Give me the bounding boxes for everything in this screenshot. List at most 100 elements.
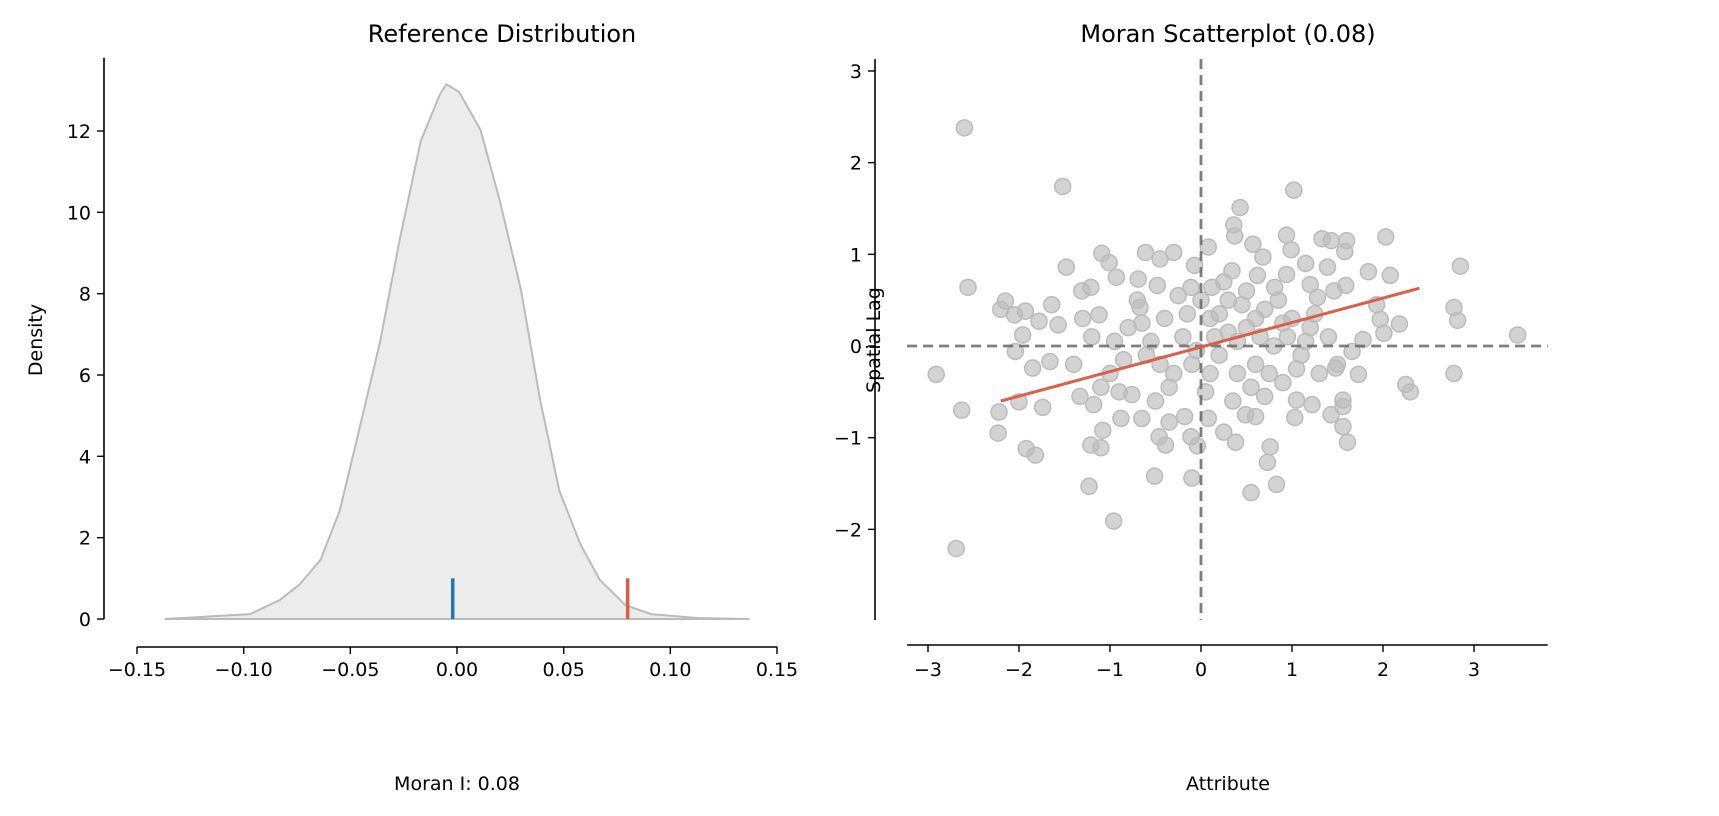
- scatter-point: [1303, 395, 1321, 414]
- left-x-tick-label: −0.15: [108, 659, 166, 681]
- right-x-tick-label: −2: [1005, 659, 1033, 681]
- scatter-point: [1343, 342, 1361, 361]
- scatter-point: [1318, 258, 1337, 276]
- scatter-point: [989, 424, 1007, 442]
- scatter-point: [1210, 346, 1228, 364]
- scatter-point: [1381, 266, 1400, 285]
- scatter-point: [1201, 364, 1219, 383]
- left-y-tick-label: 2: [79, 528, 91, 550]
- scatter-point: [1401, 383, 1420, 401]
- scatter-point: [996, 292, 1015, 310]
- scatter-point: [1160, 378, 1178, 397]
- scatter-point: [1133, 409, 1151, 428]
- right-x-tick-label: 0: [1195, 659, 1207, 681]
- scatter-point: [1129, 270, 1147, 288]
- left-y-tick-label: 6: [79, 365, 91, 387]
- scatter-point: [1375, 324, 1393, 342]
- left-y-tick-label: 8: [79, 284, 91, 306]
- scatter-point: [1237, 282, 1256, 300]
- scatter-point: [1248, 266, 1267, 285]
- scatter-point: [1049, 316, 1067, 334]
- scatter-point: [1282, 240, 1300, 259]
- scatter-point: [1226, 433, 1245, 452]
- scatter-point: [1225, 227, 1244, 245]
- scatter-point: [1334, 397, 1352, 416]
- scatter-point: [1244, 235, 1262, 253]
- scatter-point: [1319, 328, 1338, 346]
- scatter-point: [1285, 408, 1304, 427]
- right-x-tick-label: 1: [1286, 659, 1298, 681]
- scatter-point: [1174, 328, 1192, 346]
- scatter-point: [1269, 291, 1288, 309]
- scatter-point: [1349, 365, 1368, 384]
- scatter-point: [1043, 295, 1061, 314]
- scatter-point: [990, 403, 1008, 421]
- scatter-point: [1267, 475, 1286, 494]
- scatter-point: [1156, 436, 1175, 454]
- scatter-point: [1104, 512, 1123, 530]
- right-x-tick-label: 3: [1468, 659, 1480, 681]
- scatter-point: [1228, 364, 1247, 383]
- left-x-tick-label: 0.05: [543, 659, 585, 681]
- scatter-point: [1100, 253, 1118, 272]
- scatter-point: [1030, 312, 1048, 330]
- scatter-point: [1246, 309, 1265, 328]
- scatter-point: [1376, 228, 1395, 246]
- scatter-point: [1071, 387, 1089, 406]
- scatter-point: [1260, 364, 1278, 383]
- scatter-point: [1287, 391, 1306, 409]
- scatter-point: [1090, 306, 1108, 324]
- scatter-point: [1322, 406, 1340, 424]
- left-x-tick-label: 0.10: [649, 659, 691, 681]
- scatter-point: [1146, 392, 1165, 410]
- scatter-point: [1215, 423, 1233, 441]
- scatter-point: [1073, 309, 1092, 328]
- scatter-point: [1308, 288, 1327, 307]
- scatter-point: [1258, 453, 1277, 472]
- left-x-tick-label: −0.10: [215, 659, 273, 681]
- left-y-axis-label: Density: [25, 304, 47, 376]
- moran-scatterplot-chart: Moran Scatterplot (0.08) Attribute Spati…: [834, 20, 1548, 795]
- scatter-point: [1110, 383, 1128, 401]
- right-x-tick-label: −3: [914, 659, 942, 681]
- scatter-point: [1178, 305, 1197, 323]
- scatter-point: [1322, 231, 1340, 250]
- right-chart-title: Moran Scatterplot (0.08): [1080, 20, 1375, 48]
- left-y-tick-label: 0: [79, 609, 91, 631]
- scatter-point: [1448, 311, 1467, 330]
- scatter-point: [1136, 243, 1155, 262]
- scatter-point: [1013, 326, 1032, 344]
- scatter-point: [947, 539, 965, 558]
- scatter-point: [1246, 355, 1265, 374]
- scatter-point: [1093, 421, 1112, 440]
- scatter-point: [1057, 258, 1076, 276]
- scatter-point: [1148, 276, 1167, 295]
- scatter-point: [1092, 378, 1110, 397]
- scatter-point: [1310, 364, 1329, 383]
- scatter-point: [1334, 417, 1352, 436]
- scatter-point: [1145, 467, 1164, 485]
- scatter-point: [1354, 330, 1372, 349]
- scatter-point: [1215, 273, 1233, 291]
- left-x-tick-label: 0.15: [756, 659, 798, 681]
- density-curve: [164, 82, 750, 620]
- left-x-tick-label: −0.05: [321, 659, 379, 681]
- scatter-point: [1336, 242, 1354, 261]
- scatter-point: [1261, 438, 1279, 456]
- scatter-point: [1183, 469, 1201, 487]
- left-y-tick-label: 4: [79, 446, 91, 468]
- reference-distribution-chart: Reference Distribution Moran I: 0.08 Den…: [25, 20, 798, 795]
- right-x-tick-label: −1: [1096, 659, 1124, 681]
- scatter-point: [1092, 439, 1110, 457]
- scatter-point: [1160, 413, 1178, 431]
- scatter-point: [1296, 254, 1315, 273]
- scatter-point: [1224, 392, 1242, 410]
- scatter-point: [1277, 265, 1296, 284]
- scatter-point: [1445, 364, 1463, 383]
- scatter-point: [1359, 262, 1378, 281]
- scatter-point: [1390, 315, 1409, 333]
- left-chart-title: Reference Distribution: [368, 20, 637, 48]
- scatter-point: [1277, 226, 1296, 244]
- scatter-point: [1155, 309, 1174, 328]
